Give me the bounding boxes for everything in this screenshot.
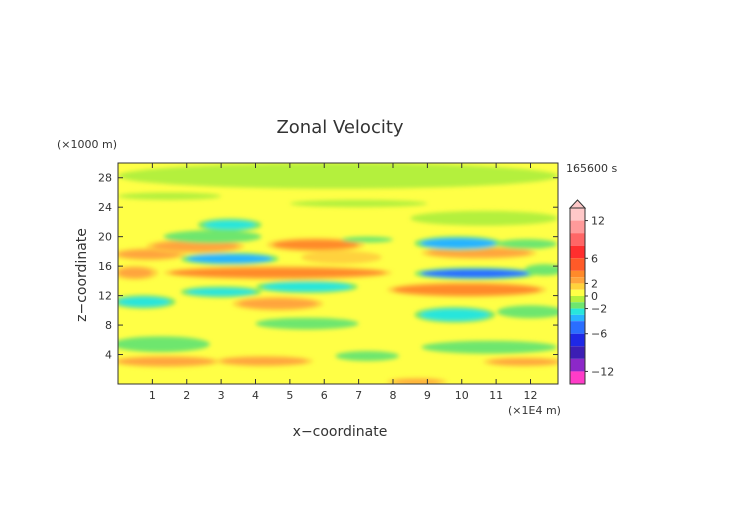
velocity-band [118,357,215,366]
y-tick-label: 16 [98,260,112,273]
x-axis: 1 2 3 4 5 6 7 8 9 10 11 12 [149,163,538,402]
velocity-band [427,248,531,258]
colorbar-swatch [570,270,585,278]
colorbar-swatch [570,220,585,234]
velocity-band [255,317,359,330]
colorbar-swatch [570,283,585,290]
x-tick-label: 10 [455,389,469,402]
x-axis-unit: (×1E4 m) [508,404,561,417]
colorbar-swatch [570,233,585,246]
colorbar-swatch [570,308,585,315]
velocity-band [262,282,352,292]
velocity-band [238,298,318,309]
x-tick-label: 4 [252,389,259,402]
velocity-band [221,357,308,365]
velocity-band [118,192,222,200]
colorbar-swatch [570,358,585,372]
y-tick-label: 20 [98,231,112,244]
colorbar-swatch [570,333,585,347]
velocity-band [307,252,376,262]
colorbar-swatch [570,208,585,221]
colorbar-swatch [570,258,585,271]
y-tick-label: 28 [98,172,112,185]
x-tick-label: 7 [355,389,362,402]
colorbar-tick-label: −2 [591,303,607,316]
colorbar-swatch [570,302,585,309]
x-tick-label: 5 [286,389,293,402]
velocity-band [341,353,393,359]
velocity-band [530,266,558,274]
velocity-band [169,267,387,278]
colorbar-tick-label: 2 [591,277,598,290]
velocity-band [203,220,256,230]
x-tick-label: 12 [524,389,538,402]
y-tick-label: 4 [105,349,112,362]
colorbar-arrow [568,199,587,209]
x-tick-label: 1 [149,389,156,402]
velocity-band [118,249,180,259]
velocity-band [272,239,359,250]
colorbar-swatch [570,296,585,303]
plot-frame [117,162,559,385]
x-tick-label: 8 [390,389,397,402]
velocity-band [341,236,393,243]
x-tick-label: 6 [321,389,328,402]
velocity-field [118,163,558,384]
velocity-band [503,241,552,247]
plot-area [118,163,558,384]
velocity-band [152,241,239,252]
velocity-band [118,338,204,351]
x-tick-label: 9 [424,389,431,402]
velocity-band [289,199,428,208]
velocity-band [503,307,558,317]
colorbar: 12 6 20−2 −6 −12 [568,199,614,385]
velocity-band [118,297,170,307]
colorbar-tick-label: 0 [591,290,598,303]
x-axis-label: x−coordinate [293,424,388,440]
y-tick-label: 12 [98,290,112,303]
colorbar-tick-label: −6 [591,328,607,341]
velocity-band [420,269,531,278]
colorbar-swatch [570,371,585,384]
colorbar-tick-label: 12 [591,215,605,228]
x-tick-label: 2 [183,389,190,402]
colorbar-swatch [570,314,585,322]
velocity-band [118,163,558,189]
velocity-band [410,210,558,226]
velocity-band [393,379,442,384]
colorbar-swatch [570,289,585,296]
velocity-band [489,358,558,365]
time-label: 165600 s [566,162,617,175]
colorbar-swatch [570,245,585,259]
velocity-band [118,267,153,278]
colorbar-swatch [570,321,585,334]
chart-title: Zonal Velocity [276,117,403,138]
colorbar-swatch [570,346,585,359]
colorbar-tick-label: −12 [591,365,614,378]
y-axis-label: z−coordinate [74,228,90,322]
x-tick-label: 11 [489,389,503,402]
velocity-band [186,254,273,264]
velocity-band [186,288,256,296]
y-axis: 4 8 12 16 20 24 28 [98,172,558,362]
colorbar-swatch [570,277,585,284]
y-tick-label: 8 [105,319,112,332]
velocity-band [169,232,256,242]
y-axis-unit: (×1000 m) [57,138,117,151]
velocity-band [420,238,497,249]
velocity-band [420,308,490,321]
x-tick-label: 3 [218,389,225,402]
y-tick-label: 24 [98,201,112,214]
colorbar-tick-label: 6 [591,252,598,265]
velocity-band [427,342,552,352]
velocity-band [393,283,541,296]
